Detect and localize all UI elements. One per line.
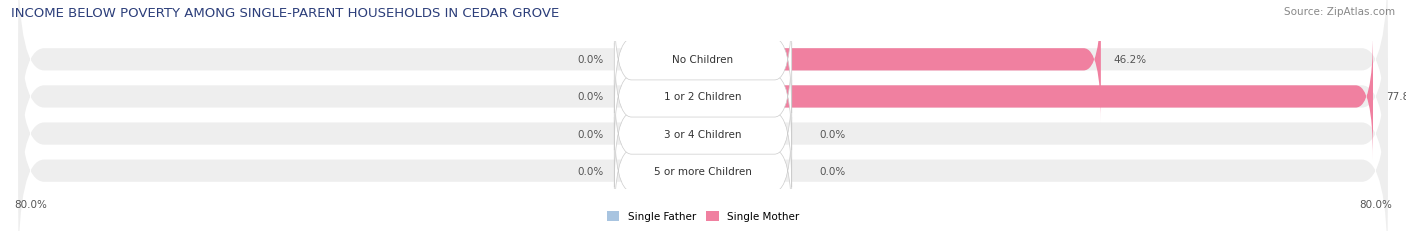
FancyBboxPatch shape bbox=[659, 0, 703, 123]
Text: 0.0%: 0.0% bbox=[578, 166, 605, 176]
FancyBboxPatch shape bbox=[18, 0, 1388, 160]
FancyBboxPatch shape bbox=[703, 34, 1374, 160]
FancyBboxPatch shape bbox=[703, 108, 747, 231]
FancyBboxPatch shape bbox=[659, 108, 703, 231]
FancyBboxPatch shape bbox=[614, 118, 792, 224]
FancyBboxPatch shape bbox=[659, 34, 703, 160]
FancyBboxPatch shape bbox=[614, 44, 792, 150]
FancyBboxPatch shape bbox=[703, 0, 1101, 123]
FancyBboxPatch shape bbox=[659, 71, 703, 197]
FancyBboxPatch shape bbox=[703, 71, 747, 197]
Text: 0.0%: 0.0% bbox=[578, 129, 605, 139]
FancyBboxPatch shape bbox=[614, 7, 792, 113]
Text: 0.0%: 0.0% bbox=[578, 92, 605, 102]
Legend: Single Father, Single Mother: Single Father, Single Mother bbox=[603, 207, 803, 226]
Text: 1 or 2 Children: 1 or 2 Children bbox=[664, 92, 742, 102]
Text: INCOME BELOW POVERTY AMONG SINGLE-PARENT HOUSEHOLDS IN CEDAR GROVE: INCOME BELOW POVERTY AMONG SINGLE-PARENT… bbox=[11, 7, 560, 20]
Text: 77.8%: 77.8% bbox=[1386, 92, 1406, 102]
Text: 0.0%: 0.0% bbox=[820, 129, 845, 139]
Text: 5 or more Children: 5 or more Children bbox=[654, 166, 752, 176]
Text: 46.2%: 46.2% bbox=[1114, 55, 1147, 65]
Text: 0.0%: 0.0% bbox=[820, 166, 845, 176]
Text: Source: ZipAtlas.com: Source: ZipAtlas.com bbox=[1284, 7, 1395, 17]
Text: 0.0%: 0.0% bbox=[578, 55, 605, 65]
FancyBboxPatch shape bbox=[18, 71, 1388, 231]
FancyBboxPatch shape bbox=[18, 0, 1388, 197]
Text: No Children: No Children bbox=[672, 55, 734, 65]
FancyBboxPatch shape bbox=[18, 34, 1388, 231]
Text: 3 or 4 Children: 3 or 4 Children bbox=[664, 129, 742, 139]
FancyBboxPatch shape bbox=[614, 81, 792, 187]
Text: 80.0%: 80.0% bbox=[14, 199, 46, 209]
Text: 80.0%: 80.0% bbox=[1360, 199, 1392, 209]
